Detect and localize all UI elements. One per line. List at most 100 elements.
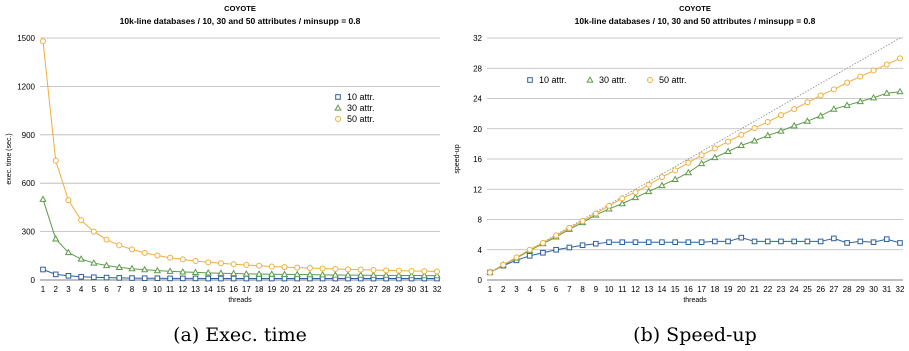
y-tick-label: 28 <box>473 64 482 73</box>
data-point <box>280 270 289 277</box>
x-tick-label: 10 <box>605 285 614 294</box>
x-tick-label: 20 <box>280 285 289 294</box>
data-point <box>103 274 110 281</box>
data-point <box>751 124 758 131</box>
data-point <box>52 157 59 164</box>
data-point <box>344 271 352 278</box>
series-line <box>42 41 438 272</box>
data-point <box>154 252 161 259</box>
x-tick-label: 1 <box>488 285 493 294</box>
data-point <box>777 112 784 119</box>
data-point <box>65 197 72 204</box>
data-point <box>844 240 850 246</box>
y-tick-label: 32 <box>473 34 482 43</box>
x-tick-label: 17 <box>242 285 251 294</box>
data-point <box>154 275 161 282</box>
x-tick-label: 17 <box>697 285 706 294</box>
legend-label: 30 attr. <box>347 103 375 113</box>
data-point <box>268 270 276 277</box>
data-point <box>64 248 73 256</box>
data-point <box>180 275 186 282</box>
data-point <box>91 274 97 281</box>
data-point <box>229 269 238 277</box>
data-point <box>434 268 440 275</box>
y-tick-label: 12 <box>473 185 482 194</box>
data-point <box>513 254 520 261</box>
y-tick-label: 8 <box>478 216 483 225</box>
data-point <box>102 261 111 269</box>
data-point <box>725 138 732 145</box>
data-point <box>357 266 364 273</box>
data-point <box>764 238 771 245</box>
data-point <box>592 210 599 217</box>
series-line <box>489 91 901 273</box>
data-point <box>78 217 85 224</box>
x-tick-label: 29 <box>856 285 865 294</box>
x-tick-label: 12 <box>631 285 640 294</box>
x-tick-label: 4 <box>527 285 532 294</box>
x-tick-label: 11 <box>618 285 627 294</box>
x-tick-label: 10 <box>153 285 162 294</box>
x-tick-label: 16 <box>229 285 238 294</box>
series-10-attr <box>40 266 440 282</box>
chart-subtitle: 10k-line databases / 10, 30 and 50 attri… <box>120 16 361 26</box>
x-tick-label: 24 <box>790 285 799 294</box>
x-tick-label: 7 <box>567 285 572 294</box>
data-point <box>40 266 46 273</box>
data-point <box>579 242 586 249</box>
data-point <box>618 199 626 207</box>
data-point <box>345 266 352 273</box>
data-point <box>421 268 428 275</box>
data-point <box>698 239 705 245</box>
x-tick-label: 23 <box>777 285 786 294</box>
x-tick-label: 6 <box>104 285 109 294</box>
x-tick-label: 20 <box>737 285 746 294</box>
data-point <box>526 253 533 259</box>
data-point <box>382 271 390 278</box>
data-point <box>725 238 731 245</box>
x-tick-label: 12 <box>178 285 187 294</box>
data-point <box>671 175 679 183</box>
data-point <box>370 266 377 273</box>
x-tick-label: 30 <box>407 285 416 294</box>
x-tick-label: 8 <box>130 285 135 294</box>
data-point <box>166 267 174 274</box>
data-point <box>115 263 123 271</box>
data-point <box>293 270 301 278</box>
data-point <box>553 246 559 253</box>
chart-title: COYOTE <box>224 4 256 13</box>
x-tick-label: 16 <box>684 285 693 294</box>
data-point <box>420 271 428 279</box>
data-point <box>357 271 365 278</box>
data-point <box>764 131 772 139</box>
data-point <box>218 275 224 282</box>
x-tick-label: 3 <box>514 285 519 294</box>
data-point <box>684 168 693 176</box>
data-point <box>593 240 599 247</box>
data-point <box>217 260 224 267</box>
data-point <box>658 174 665 181</box>
x-tick-label: 22 <box>763 285 772 294</box>
x-tick-label: 5 <box>92 285 97 294</box>
y-tick-label: 16 <box>473 155 482 164</box>
x-tick-label: 26 <box>816 285 825 294</box>
data-point <box>526 246 533 253</box>
x-tick-label: 32 <box>896 285 905 294</box>
legend-marker <box>335 116 341 122</box>
data-point <box>738 234 745 241</box>
data-point <box>764 118 771 125</box>
data-point <box>857 73 864 80</box>
data-point <box>830 86 837 93</box>
y-tick-label: 1500 <box>17 34 35 43</box>
data-point <box>658 181 666 189</box>
data-point <box>281 264 288 271</box>
x-tick-label: 7 <box>117 285 122 294</box>
x-tick-label: 18 <box>710 285 719 294</box>
x-tick-label: 27 <box>829 285 838 294</box>
data-point <box>645 239 652 245</box>
data-point <box>672 239 678 245</box>
data-point <box>790 121 798 129</box>
data-point <box>645 181 652 188</box>
data-point <box>205 275 212 282</box>
